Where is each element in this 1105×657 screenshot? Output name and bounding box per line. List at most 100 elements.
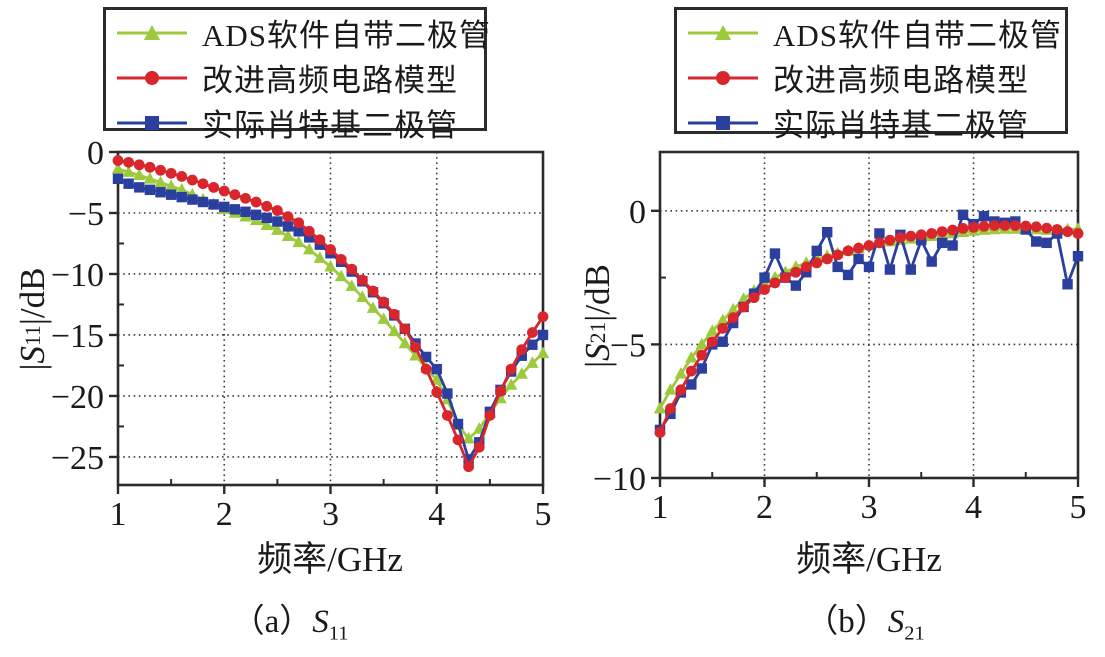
panel-a-series-2-marker	[219, 201, 230, 213]
panel-a-series-1-marker	[293, 217, 305, 229]
panel-b-series-2-marker	[853, 253, 864, 265]
triangle-marker-icon	[117, 24, 187, 40]
panel-b-series-1-marker	[748, 292, 760, 304]
panel-a-series-2-marker	[208, 199, 219, 210]
panel-a-series-1-marker	[516, 344, 528, 356]
panel-a-y-tick-label: −5	[68, 196, 104, 233]
panel-b-series-1-marker	[821, 253, 833, 265]
panel-a-series-0-marker	[334, 269, 348, 282]
panel-b-series-2-marker	[842, 269, 854, 281]
panel-a-series-2-marker	[112, 173, 124, 185]
panel-a-series-1-marker	[123, 156, 135, 168]
panel-a-series-2-marker	[442, 388, 453, 399]
panel-b-series-2-marker	[717, 336, 728, 347]
panel-b-series-1-marker	[727, 312, 739, 324]
square-marker-icon	[688, 115, 758, 130]
panel-b-series-2-marker	[957, 209, 969, 220]
panel-a-y-tick-label: −15	[51, 318, 104, 355]
panel-a-series-1-marker	[495, 385, 506, 397]
panel-a-series-1-marker	[208, 181, 220, 193]
panel-a-series-1-marker	[261, 200, 273, 212]
legend-label: ADS软件自带二极管	[773, 18, 1063, 53]
legend-panel-b: ADS软件自带二极管 改进高频电路模型 实际肖特基二极管	[674, 7, 1068, 143]
panel-b-series-2-marker	[686, 379, 697, 390]
panel-b-series-2-marker	[1072, 251, 1084, 262]
panel-a-series-2-marker	[463, 454, 474, 465]
legend-panel-a: ADS软件自带二极管 改进高频电路模型 实际肖特基二极管	[103, 7, 490, 143]
panel-a-series-0-marker	[260, 218, 273, 230]
panel-a-series-1-marker	[165, 167, 177, 179]
panel-b-series-2-marker	[1062, 279, 1073, 290]
panel-a-series-0-marker	[133, 168, 146, 180]
panel-a-x-tick-label: 5	[535, 496, 552, 533]
panel-a-series-1-marker	[112, 155, 124, 166]
panel-a-series-0-marker	[526, 356, 539, 368]
panel-a-series-0-marker	[313, 251, 327, 263]
panel-a-series-1-marker	[484, 410, 496, 421]
panel-a-series-2-marker	[282, 221, 294, 232]
panel-b-series-1-marker	[800, 261, 812, 273]
panel-b-plot-frame	[658, 150, 1080, 480]
panel-b-series-1-marker	[936, 226, 948, 238]
panel-b-series-1-marker	[1072, 228, 1084, 239]
panel-b-series-1-marker	[874, 237, 885, 249]
legend-item-improved-model: 改进高频电路模型	[106, 55, 484, 100]
caption-panel-a: （a）S11	[231, 604, 349, 645]
panel-b-series-2-marker	[759, 272, 770, 283]
panel-a-x-tick-label: 2	[216, 496, 233, 533]
square-marker-icon	[117, 115, 187, 130]
panel-a-series-0-marker	[409, 348, 422, 361]
panel-a-series-2-marker	[431, 363, 442, 375]
panel-b-series-2-marker	[926, 256, 937, 267]
panel-a-series-0-marker	[164, 179, 178, 191]
panel-a-x-tick-label: 1	[110, 496, 127, 533]
panel-a-y-tick-label: −10	[51, 257, 104, 294]
panel-b-series-0-marker	[716, 313, 729, 326]
panel-a-series-0-marker	[398, 336, 412, 349]
panel-a-series-1-marker	[505, 363, 517, 375]
panel-a-series-0-marker	[345, 279, 358, 291]
panel-a-series-0-marker	[154, 175, 167, 188]
panel-b-series-0-marker	[695, 337, 708, 350]
panel-b-series-1-marker	[769, 277, 781, 289]
panel-a-series-1-marker	[282, 211, 294, 223]
legend-item-improved-model: 改进高频电路模型	[677, 55, 1065, 100]
panel-a-series-2-marker	[229, 204, 241, 215]
panel-a-series-0-marker	[377, 312, 390, 324]
legend-label: 改进高频电路模型	[773, 63, 1029, 98]
panel-a-series-1-marker	[431, 386, 443, 398]
panel-a-series-2-marker	[197, 196, 209, 208]
panel-b-series-2-marker	[936, 237, 948, 249]
panel-a-series-0-marker	[292, 235, 305, 248]
panel-b-series-1-marker	[675, 384, 687, 396]
panel-a-series-1-marker	[537, 311, 549, 323]
panel-b-series-2-marker	[822, 226, 833, 238]
panel-a-series-2-marker	[134, 182, 145, 193]
panel-b-series-1-marker	[832, 249, 844, 261]
panel-a-series-2-marker	[272, 216, 283, 227]
panel-b-x-tick-label: 2	[756, 489, 773, 526]
panel-a-series-1-marker	[346, 263, 358, 275]
legend-label: 实际肖特基二极管	[773, 108, 1029, 143]
panel-a-series-1-marker	[144, 161, 156, 173]
legend-label: ADS软件自带二极管	[202, 18, 492, 53]
panel-b-series-1-marker	[717, 322, 729, 334]
panel-b-series-2-marker	[1031, 236, 1042, 247]
panel-b-series-2-marker	[863, 261, 875, 273]
panel-a-series-1-marker	[133, 159, 145, 171]
panel-a-series-2-marker	[537, 329, 549, 341]
panel-b-series-0-marker	[653, 401, 667, 414]
panel-a-series-2-marker	[123, 178, 134, 189]
panel-b-series-1-marker	[1041, 222, 1053, 234]
panel-a-series-2-marker	[240, 206, 251, 217]
panel-b-y-tick-label: 0	[629, 194, 646, 231]
legend-item-actual-schottky: 实际肖特基二极管	[677, 100, 1065, 145]
panel-a-series-1-marker	[441, 410, 453, 421]
panel-b-series-2-marker	[769, 248, 781, 259]
panel-b-series-1-marker	[842, 245, 854, 257]
panel-a-series-1-marker	[314, 234, 326, 246]
panel-a-series-2-marker	[187, 194, 198, 205]
panel-b-series-1-marker	[1051, 224, 1063, 235]
panel-b-series-1-marker	[1009, 220, 1021, 231]
panel-b-series-1-marker	[665, 403, 676, 414]
